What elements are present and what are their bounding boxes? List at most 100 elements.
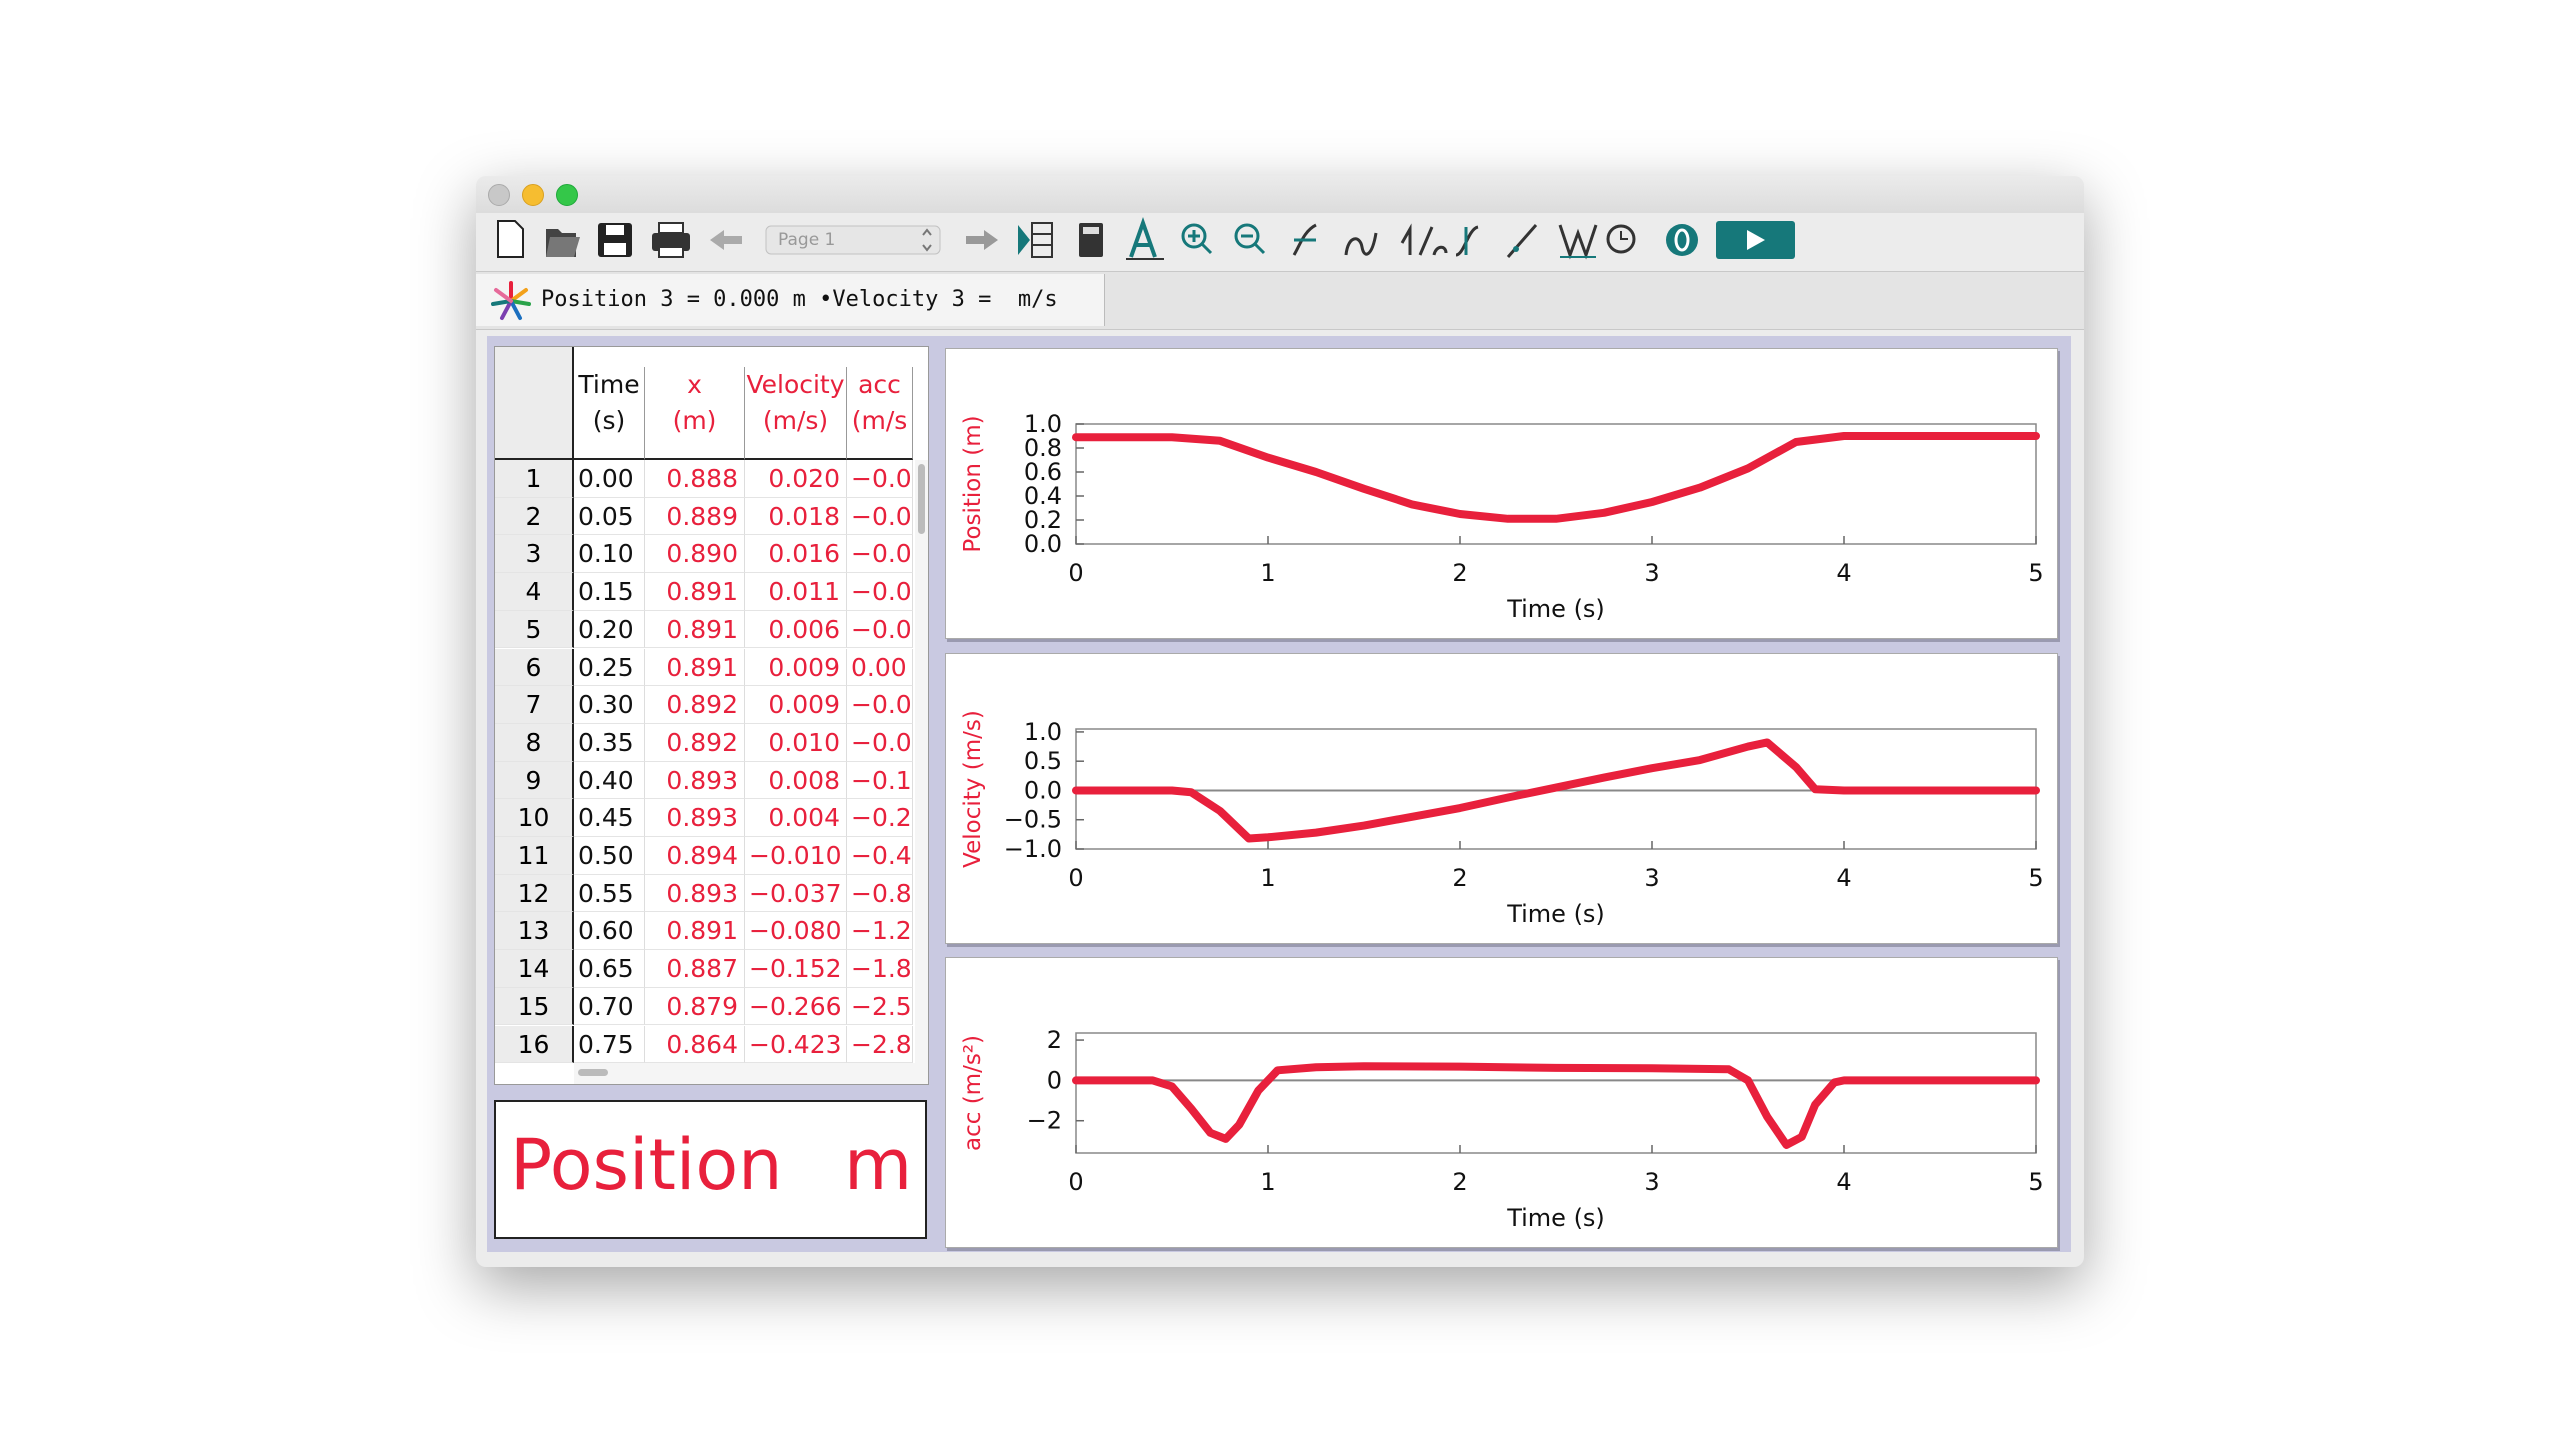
y-tick-label: 0.0 [1024,530,1062,558]
open-file[interactable] [546,229,580,257]
data-browser[interactable] [1018,222,1053,258]
table-cell: 0.25 [574,648,645,687]
data-table: Time (s) x (m) Velocity (m/s) acc (m/s 1 0.00 0.88… [494,346,929,1085]
row-number: 16 [495,1025,574,1064]
graph-panel: 0 1 2 3 4 5 0.0 0.2 0.4 0.6 0.8 1.0 Time (s) Position… [945,348,2058,639]
column-header: x [645,367,745,403]
table-cell: 0.10 [574,535,645,574]
data-collection[interactable] [1606,224,1636,254]
table-cell: 0.892 [645,723,745,762]
y-axis-label: Velocity (m/s) [960,710,986,868]
meter-readout: Position 3 = 0.000 m •Velocity 3 = m/s [541,287,1058,312]
print[interactable] [652,222,690,258]
scroll-thumb [918,464,925,534]
table-cell: 0.20 [574,610,645,649]
table-cell: 0.016 [745,535,847,574]
zoom-in[interactable] [1181,223,1213,255]
x-tick-label: 1 [1260,559,1275,587]
zoom-out[interactable] [1234,223,1266,255]
x-axis-label: Time (s) [1506,900,1605,928]
x-tick-label: 3 [1644,1168,1659,1196]
row-header-corner [495,347,574,460]
integral[interactable] [1400,223,1448,256]
table-cell: −0.8 [847,874,913,913]
table-cell: 0.006 [745,610,847,649]
table-cell: 0.009 [745,686,847,724]
table-cell: 0.892 [645,686,745,724]
tangent[interactable] [1344,232,1378,256]
x-axis-label: Time (s) [1506,1204,1605,1232]
meter-unit: m [844,1124,913,1206]
table-cell: −0.2 [847,799,913,837]
y-tick-label: 0 [1047,1066,1062,1094]
x-tick-label: 1 [1260,1168,1275,1196]
y-tick-label: −0.5 [1004,806,1062,834]
collect-button[interactable] [1716,221,1795,259]
y-tick-label: 1.0 [1024,410,1062,438]
column-header: Time [574,367,645,403]
table-cell: 0.55 [574,874,645,913]
x-tick-label: 5 [2028,1168,2043,1196]
x-tick-label: 2 [1452,559,1467,587]
table-cell: −0.0 [847,460,913,498]
x-tick-label: 4 [1836,864,1851,892]
row-number: 10 [495,799,574,837]
zero-sensor[interactable] [1666,224,1698,256]
plot-frame [1075,1032,2037,1154]
zoom-button[interactable] [556,184,578,206]
linear-fit[interactable] [1506,224,1538,258]
graph-panel: 0 1 2 3 4 5 −2 0 2 Time (s) acc (m/s²) [945,957,2058,1248]
graph: 0 1 2 3 4 5 0.00.20.40.60.81.0 Time (s) Position… [960,410,2044,623]
data-line [1072,432,2040,523]
meter-tab[interactable]: Position 3 = 0.000 m •Velocity 3 = m/s [476,274,1105,326]
next-page[interactable] [966,230,998,250]
row-number: 11 [495,837,574,875]
table-cell: 0.018 [745,497,847,536]
table-cell: −0.4 [847,837,913,875]
minimize-button[interactable] [522,184,544,206]
data-line [1072,1062,2040,1149]
y-tick-label: −1.0 [1004,835,1062,863]
row-number: 1 [495,460,574,498]
statistics[interactable] [1455,225,1479,257]
y-tick-label: 0.8 [1024,434,1062,462]
x-tick-label: 1 [1260,864,1275,892]
row-number: 5 [495,610,574,649]
x-tick-label: 4 [1836,1168,1851,1196]
table-cell: 0.008 [745,761,847,800]
table-cell: −0.152 [745,950,847,988]
horizontal-scrollbar [574,1063,928,1084]
scroll-thumb [578,1069,608,1077]
table-cell: 0.891 [645,573,745,611]
table-cell: 0.011 [745,573,847,611]
x-tick-label: 3 [1644,864,1659,892]
meter-label: Position [510,1124,783,1206]
row-number: 8 [495,723,574,762]
y-axis-label: acc (m/s²) [960,1035,986,1151]
x-tick-label: 0 [1068,864,1083,892]
table-cell: 0.15 [574,573,645,611]
examine[interactable] [1292,223,1317,256]
x-tick-label: 2 [1452,1168,1467,1196]
previous-page[interactable] [710,230,742,250]
curve-fit[interactable] [1558,224,1598,260]
table-cell: 0.887 [645,950,745,988]
table-cell: −0.037 [745,874,847,913]
page-select-text: Page 1 [778,230,835,250]
save-file[interactable] [598,223,632,257]
autoscale[interactable] [1126,216,1164,260]
new-file[interactable] [497,220,524,258]
sensor-logo [491,281,531,320]
table-cell: 0.879 [645,987,745,1026]
calculator[interactable] [1079,223,1103,257]
table-cell: −0.0 [847,723,913,762]
table-cell: 0.35 [574,723,645,762]
table-cell: 0.891 [645,648,745,687]
column-header: Velocity [745,367,847,403]
page-select[interactable]: Page 1 [765,225,941,255]
y-tick-label: 0.5 [1024,747,1062,775]
close-button[interactable] [488,184,510,206]
table-cell: 0.890 [645,535,745,574]
